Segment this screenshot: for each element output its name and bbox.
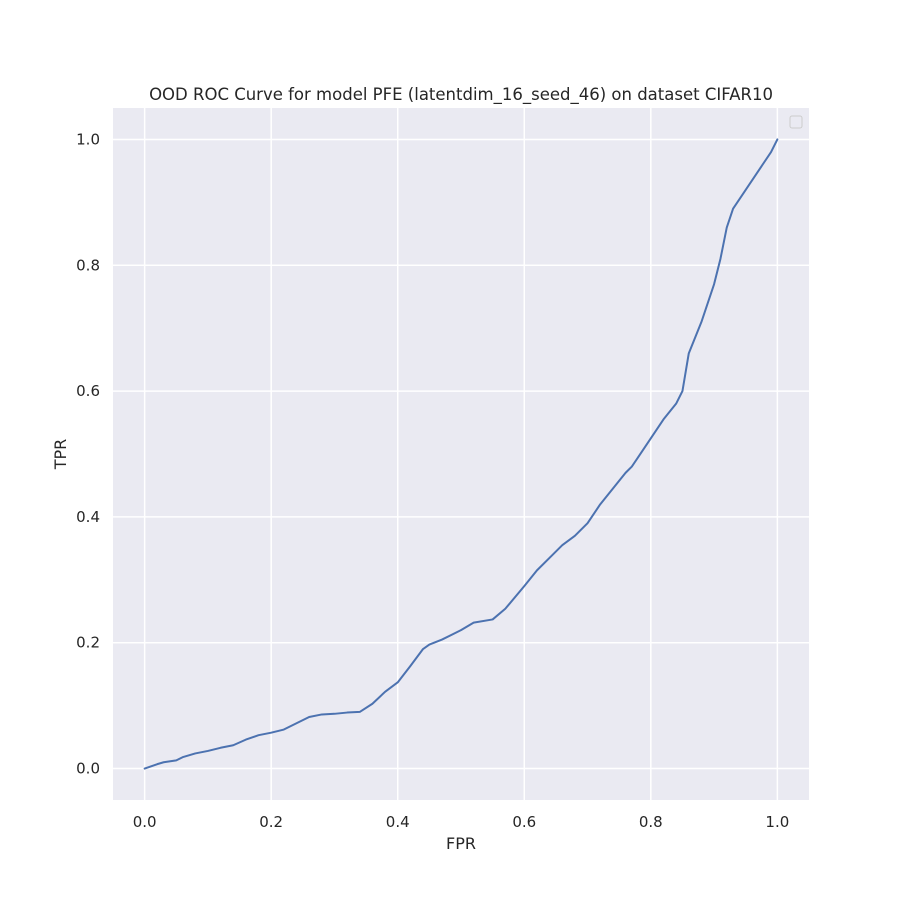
y-tick-label: 0.4 [76,508,100,526]
x-tick-label: 0.8 [639,813,663,831]
x-tick-label: 0.6 [512,813,536,831]
y-tick-label: 0.0 [76,760,100,778]
y-axis-label: TPR [51,439,70,471]
chart-title: OOD ROC Curve for model PFE (latentdim_1… [149,85,773,105]
y-tick-label: 0.8 [76,256,100,274]
x-tick-label: 1.0 [765,813,789,831]
y-tick-label: 0.2 [76,634,100,652]
y-tick-label: 1.0 [76,130,100,148]
y-tick-label: 0.6 [76,382,100,400]
x-axis-label: FPR [446,834,476,853]
x-tick-label: 0.0 [133,813,157,831]
tick-labels: 0.0 0.2 0.4 0.6 0.8 1.0 0.0 0.2 0.4 0.6 0.8 1.0 [76,130,789,831]
roc-curve-line [143,138,779,770]
series-layer [143,138,779,770]
x-tick-label: 0.2 [259,813,283,831]
x-tick-label: 0.4 [386,813,410,831]
legend-box [789,115,803,129]
grid-lines [113,108,809,800]
plot-area [113,108,809,800]
